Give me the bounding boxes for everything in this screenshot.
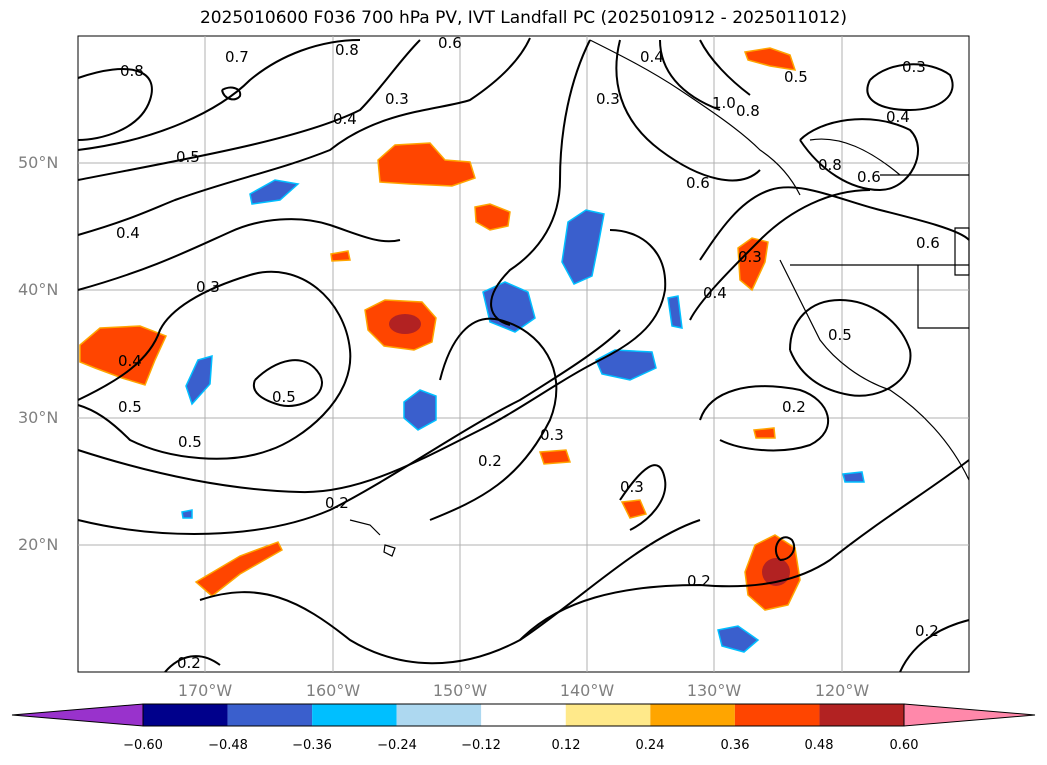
lat-label: 20°N	[18, 535, 59, 554]
contour-label: 0.8	[120, 62, 144, 80]
contour-label: 0.3	[620, 478, 644, 496]
colorbar-segment	[312, 704, 397, 726]
colorbar-tick: 0.60	[889, 738, 919, 753]
contour-label: 0.2	[782, 398, 806, 416]
contour-label: 0.6	[686, 174, 710, 192]
map-title: 2025010600 F036 700 hPa PV, IVT Landfall…	[199, 8, 847, 28]
lon-label: 160°W	[305, 681, 361, 700]
positive-patch	[737, 237, 769, 292]
lat-label: 40°N	[18, 280, 59, 299]
colorbar-segment	[143, 704, 228, 726]
contour-label: 0.3	[596, 90, 620, 108]
negative-patch	[185, 354, 213, 406]
graticule	[78, 36, 969, 672]
contour-label: 0.2	[687, 572, 711, 590]
contour-label: 0.3	[902, 58, 926, 76]
colorbar-segment	[819, 704, 904, 726]
colorbar-tick: −0.48	[208, 738, 248, 753]
contour-label: 0.6	[857, 168, 881, 186]
positive-patch	[620, 499, 648, 519]
contour-label: 0.2	[915, 622, 939, 640]
negative-patch	[249, 179, 300, 205]
colorbar-tick: 0.12	[551, 738, 581, 753]
colorbar-tick: −0.36	[292, 738, 332, 753]
contour-label: 0.6	[438, 34, 462, 52]
contour-label: 1.0	[712, 94, 736, 112]
lon-label: 140°W	[559, 681, 615, 700]
colorbar-tick: −0.12	[461, 738, 501, 753]
contour-label: 0.4	[640, 48, 664, 66]
colorbar-segment	[734, 704, 820, 726]
contour-label: 0.3	[196, 278, 220, 296]
contour-label: 0.3	[738, 248, 762, 266]
contour-label: 0.8	[736, 102, 760, 120]
contour-label: 0.5	[178, 433, 202, 451]
filled-patches	[79, 47, 865, 653]
positive-patch	[753, 427, 776, 439]
lon-label: 130°W	[686, 681, 742, 700]
negative-patch	[181, 509, 193, 519]
positive-patch	[330, 250, 351, 262]
contour-label: 0.8	[818, 156, 842, 174]
contour-label: 0.2	[325, 494, 349, 512]
coastlines	[349, 39, 970, 557]
contour-label: 0.4	[116, 224, 140, 242]
lat-label: 50°N	[18, 153, 59, 172]
colorbar-arrow-right	[903, 703, 1036, 727]
colorbar-tick: 0.24	[635, 738, 665, 753]
positive-core	[389, 314, 421, 334]
contour-label: 0.5	[176, 148, 200, 166]
contour-label: 0.4	[333, 110, 357, 128]
positive-patch	[743, 47, 797, 71]
colorbar-arrow-left	[11, 703, 144, 727]
contour-labels: 0.7 0.8 0.8 0.6 0.4 0.3 0.5 0.4 0.3 0.4 …	[116, 34, 940, 672]
colorbar-segment	[481, 704, 566, 726]
lon-label: 150°W	[432, 681, 488, 700]
contour-label: 0.7	[225, 48, 249, 66]
contour-label: 0.4	[118, 352, 142, 370]
negative-patch	[667, 295, 683, 329]
colorbar-segment	[396, 704, 482, 726]
contour-label: 0.5	[118, 398, 142, 416]
lon-label: 170°W	[177, 681, 233, 700]
colorbar-segment	[650, 704, 735, 726]
contour-label: 0.3	[540, 426, 564, 444]
colorbar-segment	[565, 704, 651, 726]
colorbar-frame	[142, 703, 905, 727]
negative-patch	[717, 625, 760, 653]
positive-patch	[377, 142, 476, 187]
lat-label: 30°N	[18, 408, 59, 427]
colorbar-tick: −0.60	[123, 738, 163, 753]
positive-patch	[79, 325, 168, 386]
contour-label: 0.2	[478, 452, 502, 470]
colorbar-segment	[227, 704, 313, 726]
contour-label: 0.3	[385, 90, 409, 108]
positive-patch	[474, 203, 511, 231]
negative-patch	[561, 209, 605, 285]
contour-label: 0.5	[828, 326, 852, 344]
contour-label: 0.4	[886, 108, 910, 126]
colorbar-tick: −0.24	[377, 738, 417, 753]
pv-contours	[77, 37, 970, 673]
colorbar-tick: 0.36	[720, 738, 750, 753]
contour-label: 0.4	[703, 284, 727, 302]
negative-patch	[595, 349, 657, 381]
contour-label: 0.6	[916, 234, 940, 252]
negative-patch	[842, 471, 865, 483]
positive-core	[762, 558, 790, 586]
positive-patch	[538, 449, 572, 465]
colorbar	[11, 703, 1036, 727]
contour-label: 0.5	[784, 68, 808, 86]
lon-label: 120°W	[814, 681, 870, 700]
colorbar-tick: 0.48	[804, 738, 834, 753]
contour-label: 0.5	[272, 388, 296, 406]
contour-label: 0.8	[335, 41, 359, 59]
contour-label: 0.2	[177, 654, 201, 672]
negative-patch	[403, 389, 437, 431]
